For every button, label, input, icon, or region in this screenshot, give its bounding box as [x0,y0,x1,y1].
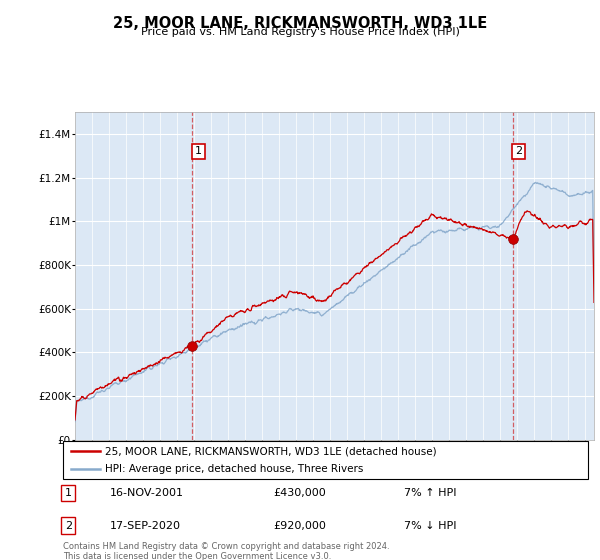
Text: 7% ↓ HPI: 7% ↓ HPI [404,521,457,531]
Text: 2: 2 [65,521,72,531]
Text: Price paid vs. HM Land Registry's House Price Index (HPI): Price paid vs. HM Land Registry's House … [140,27,460,37]
Text: 16-NOV-2001: 16-NOV-2001 [110,488,184,498]
Text: 17-SEP-2020: 17-SEP-2020 [110,521,181,531]
Text: 25, MOOR LANE, RICKMANSWORTH, WD3 1LE (detached house): 25, MOOR LANE, RICKMANSWORTH, WD3 1LE (d… [105,446,437,456]
Text: 7% ↑ HPI: 7% ↑ HPI [404,488,457,498]
Text: 1: 1 [195,146,202,156]
Text: £430,000: £430,000 [273,488,326,498]
Text: Contains HM Land Registry data © Crown copyright and database right 2024.
This d: Contains HM Land Registry data © Crown c… [63,542,389,560]
Text: £920,000: £920,000 [273,521,326,531]
Text: 2: 2 [515,146,523,156]
Text: HPI: Average price, detached house, Three Rivers: HPI: Average price, detached house, Thre… [105,464,364,474]
Text: 1: 1 [65,488,72,498]
Text: 25, MOOR LANE, RICKMANSWORTH, WD3 1LE: 25, MOOR LANE, RICKMANSWORTH, WD3 1LE [113,16,487,31]
